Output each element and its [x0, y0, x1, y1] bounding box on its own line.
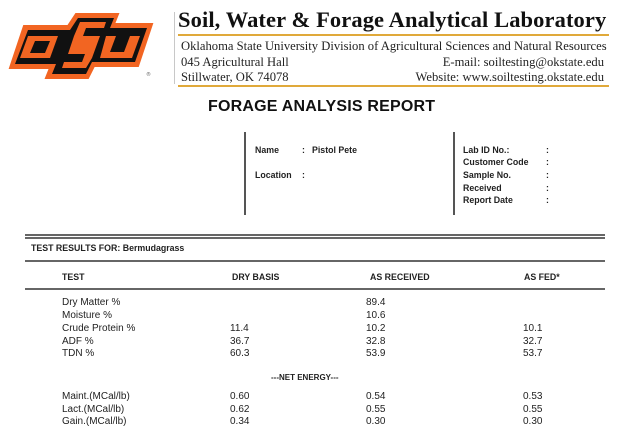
row-test: ADF % [62, 336, 94, 347]
report-date-sep: : [546, 195, 549, 205]
results-heading: TEST RESULTS FOR: Bermudagrass [31, 243, 185, 253]
info-divider-left [244, 132, 246, 215]
col-dry-basis: DRY BASIS [232, 272, 280, 282]
name-value: Pistol Pete [312, 145, 357, 155]
double-rule-bottom [25, 237, 605, 239]
rule-under-columns [25, 288, 605, 290]
lab-name: Soil, Water & Forage Analytical Laborato… [178, 7, 607, 32]
customer-code-sep: : [546, 157, 549, 167]
location-sep: : [302, 170, 305, 180]
row-test: Dry Matter % [62, 297, 121, 308]
energy-row-test: Gain.(MCal/lb) [62, 416, 127, 427]
row-dry: 36.7 [230, 336, 250, 347]
name-label: Name [255, 145, 279, 155]
osu-logo: ® [6, 10, 156, 82]
energy-row-fed: 0.30 [523, 416, 543, 427]
row-received: 10.2 [366, 323, 386, 334]
row-received: 53.9 [366, 348, 386, 359]
col-as-fed: AS FED* [524, 272, 560, 282]
row-fed: 32.7 [523, 336, 543, 347]
energy-row-test: Maint.(MCal/lb) [62, 391, 130, 402]
energy-row-fed: 0.55 [523, 404, 543, 415]
osu-logo-icon: ® [8, 13, 154, 79]
email-text: E-mail: soiltesting@okstate.edu [442, 55, 604, 69]
col-test: TEST [62, 272, 85, 282]
energy-row-fed: 0.53 [523, 391, 543, 402]
report-date-label: Report Date [463, 195, 513, 205]
report-title: FORAGE ANALYSIS REPORT [208, 98, 436, 115]
header-divider [174, 12, 175, 84]
row-dry: 11.4 [230, 323, 249, 334]
double-rule-top [25, 234, 605, 236]
name-sep: : [302, 145, 305, 155]
energy-row-dry: 0.34 [230, 416, 250, 427]
energy-row-dry: 0.60 [230, 391, 250, 402]
lab-id-label: Lab ID No.: [463, 145, 510, 155]
row-fed: 53.7 [523, 348, 543, 359]
net-energy-heading: ---NET ENERGY--- [271, 373, 339, 382]
row-test: TDN % [62, 348, 95, 359]
row-received: 89.4 [366, 297, 386, 308]
customer-code-label: Customer Code [463, 157, 529, 167]
energy-row-received: 0.30 [366, 416, 386, 427]
energy-row-received: 0.54 [366, 391, 386, 402]
col-as-received: AS RECEIVED [370, 272, 430, 282]
row-received: 10.6 [366, 310, 386, 321]
sample-no-label: Sample No. [463, 170, 511, 180]
energy-row-dry: 0.62 [230, 404, 250, 415]
row-test: Moisture % [62, 310, 113, 321]
lab-id-sep: : [546, 145, 549, 155]
received-label: Received [463, 183, 502, 193]
row-test: Crude Protein % [62, 323, 136, 334]
row-fed: 10.1 [523, 323, 543, 334]
division-line: Oklahoma State University Division of Ag… [181, 39, 607, 53]
website-text: Website: www.soiltesting.okstate.edu [415, 70, 604, 84]
gold-rule-bottom [178, 85, 609, 87]
info-divider-right [453, 132, 455, 215]
row-dry: 60.3 [230, 348, 250, 359]
gold-rule-top [178, 34, 609, 36]
energy-row-test: Lact.(MCal/lb) [62, 404, 125, 415]
row-received: 32.8 [366, 336, 386, 347]
svg-text:®: ® [146, 71, 151, 78]
location-label: Location [255, 170, 292, 180]
address-line-1: 045 Agricultural Hall [181, 55, 289, 69]
received-sep: : [546, 183, 549, 193]
rule-under-heading [25, 260, 605, 262]
energy-row-received: 0.55 [366, 404, 386, 415]
sample-no-sep: : [546, 170, 549, 180]
address-line-2: Stillwater, OK 74078 [181, 70, 289, 84]
